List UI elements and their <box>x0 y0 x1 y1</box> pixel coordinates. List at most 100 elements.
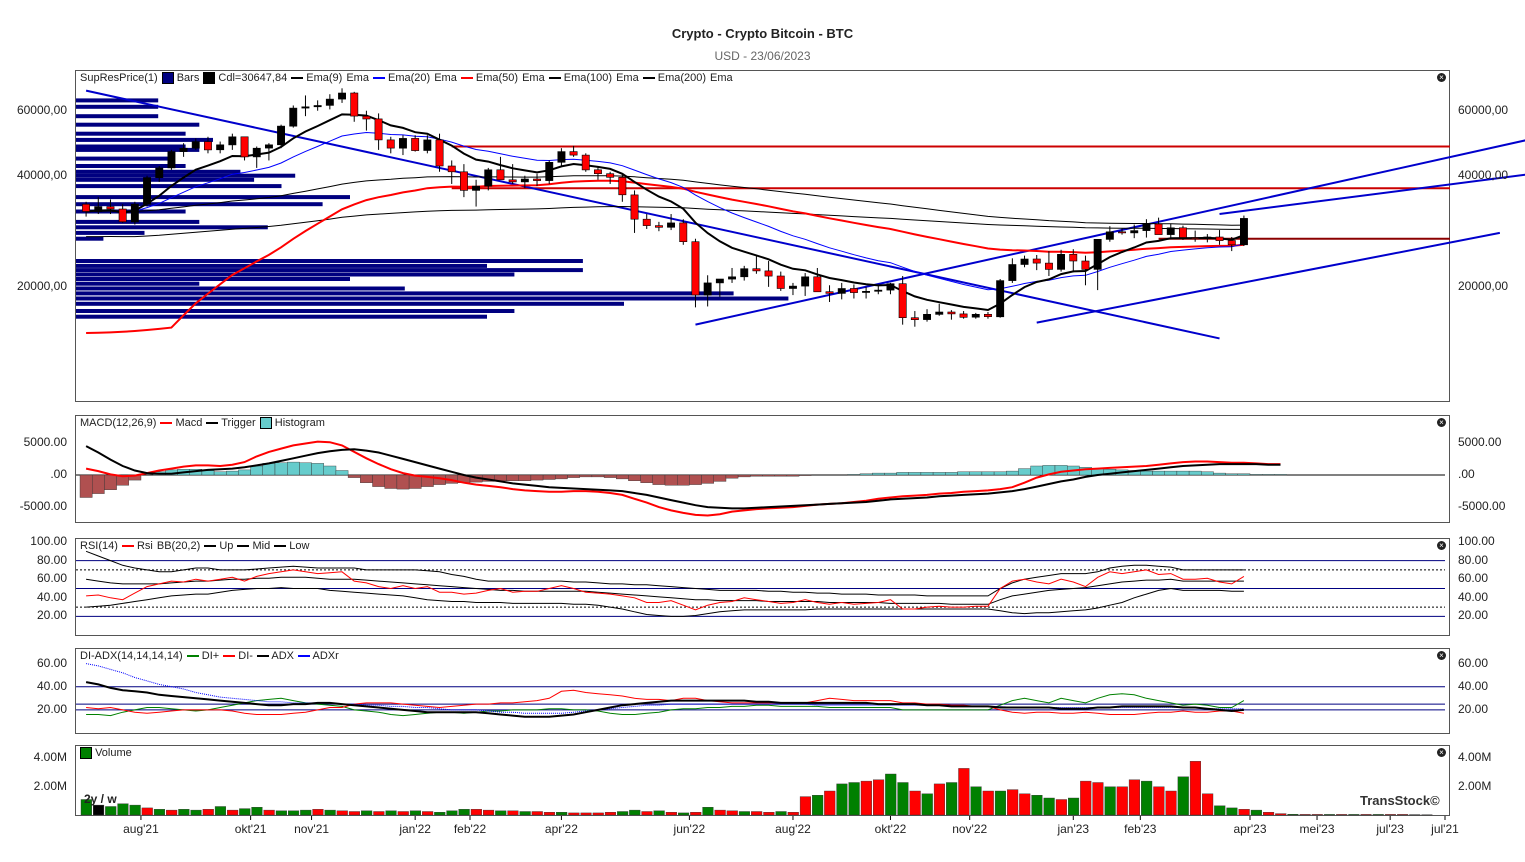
histogram-bar <box>701 474 714 484</box>
legend-item: Histogram <box>259 417 325 430</box>
histogram-bar <box>1261 474 1275 476</box>
volume-bar <box>153 809 166 816</box>
close-icon[interactable]: × <box>1437 748 1446 757</box>
histogram-bar <box>713 474 727 482</box>
volume-bar <box>1116 786 1128 816</box>
legend-swatch <box>298 655 311 658</box>
histogram-bar <box>1188 470 1202 476</box>
volume-bar <box>848 782 860 816</box>
volume-bar <box>92 804 105 816</box>
close-icon[interactable]: × <box>1437 541 1446 550</box>
volume-bar <box>836 783 848 816</box>
ema50-line <box>86 179 1244 334</box>
bb-low-line <box>86 587 1244 617</box>
candle-body <box>923 313 932 320</box>
candle-body <box>1179 227 1187 238</box>
support-resistance-bar <box>76 296 789 301</box>
x-tick-label: aug'21 <box>123 822 159 836</box>
legend-swatch <box>186 655 199 658</box>
histogram-bar <box>603 474 617 478</box>
y-tick-label: 60.00 <box>36 571 67 586</box>
histogram-bar <box>299 462 312 476</box>
candle-body <box>837 288 846 294</box>
candle-body <box>264 144 273 149</box>
support-resistance-bar <box>76 114 159 119</box>
volume-bar <box>434 812 446 816</box>
x-tick-label: mei'23 <box>1299 822 1335 836</box>
histogram-bar <box>993 471 1007 476</box>
volume-bar <box>885 773 897 816</box>
candle-body <box>667 222 676 228</box>
histogram-bar <box>1152 470 1165 476</box>
y-tick-label: 20.00 <box>36 701 67 716</box>
candle-body <box>935 311 944 315</box>
candle-body <box>1105 231 1114 240</box>
histogram-bar <box>384 474 398 489</box>
di-minus-line <box>86 689 1244 715</box>
volume-bar <box>1287 814 1299 816</box>
candle-body <box>447 165 456 173</box>
legend-item: Ema(50) <box>460 72 518 84</box>
support-resistance-bar <box>76 164 186 168</box>
volume-bar <box>617 811 629 816</box>
volume-bar <box>568 812 580 816</box>
volume-bar <box>458 809 470 816</box>
candle-body <box>204 141 212 151</box>
legend-item: Low <box>274 540 309 552</box>
histogram-bar <box>1201 471 1214 476</box>
close-icon[interactable]: × <box>1437 73 1446 82</box>
support-resistance-bar <box>76 131 186 136</box>
support-resistance-bar <box>76 259 583 263</box>
candle-body <box>581 154 590 171</box>
price-legend: SupResPrice(1) Bars Cdl=30647,84 Ema(9) E… <box>80 72 733 85</box>
candle-body <box>350 92 359 117</box>
volume-bar <box>1153 786 1165 816</box>
macd-line <box>85 440 1281 517</box>
candle-body <box>996 280 1005 318</box>
y-tick-label: 100.00 <box>30 534 67 548</box>
candle-body <box>715 278 724 284</box>
chart-title: Crypto - Crypto Bitcoin - BTC <box>671 26 854 41</box>
volume-bar <box>361 810 373 816</box>
candle-body <box>106 206 115 210</box>
legend-item: Ema(20) <box>372 72 430 84</box>
y-tick-label: 80.00 <box>36 552 67 567</box>
histogram-bar <box>1249 474 1263 476</box>
candle-body <box>1008 264 1017 281</box>
candle-body <box>118 208 127 223</box>
candle-body <box>252 147 261 158</box>
candle-body <box>983 313 992 317</box>
adx-line <box>85 681 1244 718</box>
rsi-line <box>86 569 1245 611</box>
y-tick-label: 40.00 <box>36 589 67 604</box>
x-tick-label: jan'23 <box>1057 822 1090 836</box>
volume-bar <box>300 809 312 816</box>
candle-body <box>593 169 602 175</box>
legend-swatch <box>223 655 236 658</box>
y-tick-label: 100.00 <box>1458 534 1495 548</box>
volume-bar <box>446 810 458 816</box>
legend-swatch <box>203 72 216 85</box>
candle-body <box>752 268 761 272</box>
y-tick-label: .00 <box>50 467 67 481</box>
histogram-bar <box>664 474 678 486</box>
legend-item: Ema <box>522 72 545 85</box>
volume-bar <box>970 786 982 816</box>
histogram-bar <box>896 472 909 476</box>
volume-bar <box>543 812 555 816</box>
volume-bar <box>227 809 239 816</box>
candle-body <box>1191 237 1200 239</box>
legend-item: BB(20,2) <box>156 540 201 552</box>
volume-bar <box>580 812 592 816</box>
close-icon[interactable]: × <box>1437 418 1446 427</box>
close-icon[interactable]: × <box>1437 651 1446 660</box>
x-tick-label: apr'23 <box>1233 822 1267 836</box>
candle-body <box>801 276 810 287</box>
volume-bar <box>1214 805 1226 816</box>
candle-body <box>569 151 578 156</box>
adx-legend: DI-ADX(14,14,14,14) DI+ DI- ADX ADXr <box>80 650 339 662</box>
y-tick-label: 20000,00 <box>1458 278 1509 293</box>
candle-body <box>898 283 907 319</box>
volume-bar <box>665 812 677 816</box>
volume-bar <box>1372 814 1384 816</box>
